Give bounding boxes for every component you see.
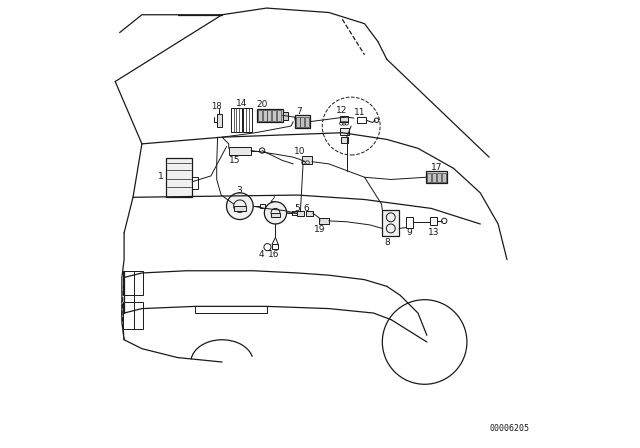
Bar [306,211,313,216]
Text: 18: 18 [211,102,222,111]
Text: 7: 7 [296,108,301,116]
Bar [292,211,298,215]
Text: 5: 5 [294,204,300,213]
Text: 15: 15 [228,156,240,165]
Bar [228,146,251,155]
Bar [431,217,436,225]
Text: 6: 6 [303,204,308,213]
Bar [305,117,309,127]
Bar [432,173,436,182]
Text: 2: 2 [269,195,275,204]
Bar [436,173,441,182]
Text: 14: 14 [236,99,248,108]
Bar [243,108,252,132]
Bar [268,110,271,121]
Bar [294,116,310,128]
Circle shape [227,193,253,220]
Text: 20: 20 [257,100,268,109]
Bar [271,213,280,217]
Text: 9: 9 [406,228,412,237]
Bar [302,156,312,164]
Text: 17: 17 [431,164,442,172]
Text: 4: 4 [259,250,264,259]
Bar [277,110,281,121]
Bar [340,128,349,135]
Bar [217,114,222,127]
Text: 8: 8 [384,238,390,247]
Bar [166,158,192,197]
Bar [340,116,348,122]
Bar [319,218,329,224]
Bar [341,137,348,143]
Text: 19: 19 [314,225,326,234]
Text: 11: 11 [355,108,366,117]
Text: 13: 13 [428,228,440,237]
Text: 12: 12 [336,106,347,115]
Text: 16: 16 [268,250,279,259]
Bar [192,177,198,189]
Bar [357,117,366,123]
Bar [258,110,262,121]
Circle shape [264,202,287,224]
Bar [382,210,399,237]
Bar [257,109,283,121]
Text: 1: 1 [157,172,163,181]
Bar [297,211,304,216]
Text: 00006205: 00006205 [489,424,529,433]
Bar [260,204,265,208]
Text: 3: 3 [236,186,242,195]
Bar [296,117,300,127]
Bar [124,302,143,329]
Bar [272,245,278,249]
Bar [231,108,242,132]
Bar [406,217,413,228]
Bar [426,172,447,183]
Bar [262,110,267,121]
Text: 10: 10 [294,147,306,156]
Bar [273,110,276,121]
Bar [283,112,288,120]
Bar [234,206,246,211]
Bar [300,117,305,127]
Bar [442,173,445,182]
Bar [124,271,143,295]
Bar [427,173,431,182]
